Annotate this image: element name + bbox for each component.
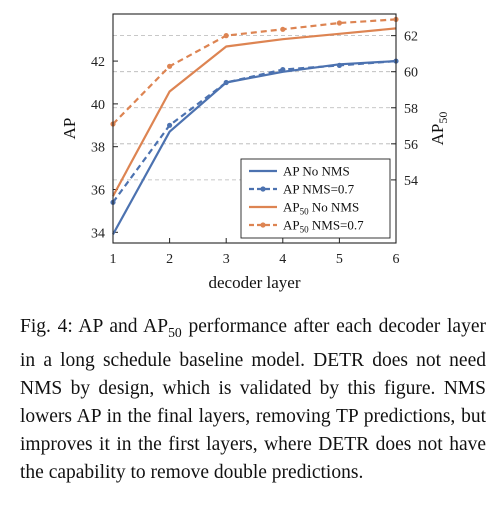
chart-figure: 1 2 3 4 5 6 34 36 38 40 42 54 56 58 60 62 decoder layer A… [60, 13, 450, 292]
y-tick-label: 38 [91, 141, 105, 156]
series-4-point [223, 33, 229, 39]
series-line-2 [112, 60, 397, 203]
y2-axis-label: AP50 [428, 112, 450, 146]
legend-label-2: AP NMS=0.7 [283, 182, 355, 197]
y-tick-label: 36 [91, 183, 105, 198]
legend-label-subscript: 50 [300, 225, 310, 235]
legend-label-4: AP50 NMS=0.7 [283, 218, 364, 235]
y2-axis-label-subscript: 50 [436, 112, 450, 124]
y-tick-label: 40 [91, 98, 105, 113]
legend-label-rest: NMS=0.7 [299, 182, 355, 197]
series-4-point [280, 26, 286, 32]
legend-label-rest: No NMS [299, 164, 350, 179]
series-2-point [223, 79, 229, 86]
caption-text-part-2: performance after each decoder layer in … [20, 316, 486, 483]
legend-label-main: AP [283, 182, 299, 197]
series-line-3 [112, 27, 397, 197]
x-tick-label: 2 [166, 252, 173, 267]
y2-tick-label: 58 [404, 102, 418, 117]
legend-label-1: AP No NMS [283, 164, 350, 179]
legend-label-3: AP50 No NMS [283, 200, 359, 217]
series-2-point [280, 67, 286, 73]
x-tick-label: 6 [393, 252, 400, 267]
series-4-point [336, 20, 342, 26]
legend-label-rest: NMS=0.7 [309, 218, 365, 233]
y-tick-label: 42 [91, 55, 105, 70]
legend-label-subscript: 50 [300, 207, 310, 217]
x-tick-label: 1 [110, 252, 117, 267]
legend-marker-2 [260, 186, 266, 192]
caption-subscript: 50 [168, 324, 182, 340]
y2-axis-label-main: AP [428, 124, 447, 146]
series-2-point [167, 122, 173, 128]
x-axis-label: decoder layer [208, 273, 300, 292]
y-axis-label: AP [60, 118, 79, 140]
x-tick-label: 4 [279, 252, 286, 267]
legend-label-main: AP [283, 200, 300, 215]
y2-tick-label: 54 [404, 174, 418, 189]
legend-label-main: AP [283, 218, 300, 233]
y-tick-label: 34 [91, 226, 105, 241]
figure-caption: Fig. 4: AP and AP50 performance after ea… [20, 313, 486, 487]
x-tick-label: 3 [223, 252, 230, 267]
caption-text-part-1: AP and AP [72, 316, 169, 337]
series-4-point [167, 63, 173, 69]
legend-label-main: AP [283, 164, 299, 179]
series-2-point [336, 62, 342, 68]
legend-marker-4 [260, 222, 266, 228]
y2-tick-label: 56 [404, 138, 418, 153]
y2-tick-label: 62 [404, 30, 418, 45]
x-tick-label: 5 [336, 252, 343, 267]
legend-label-rest: No NMS [309, 200, 360, 215]
y2-tick-label: 60 [404, 66, 418, 81]
series-line-4 [112, 18, 397, 125]
figure-label: Fig. 4: [20, 316, 73, 337]
plot-frame [112, 13, 397, 244]
